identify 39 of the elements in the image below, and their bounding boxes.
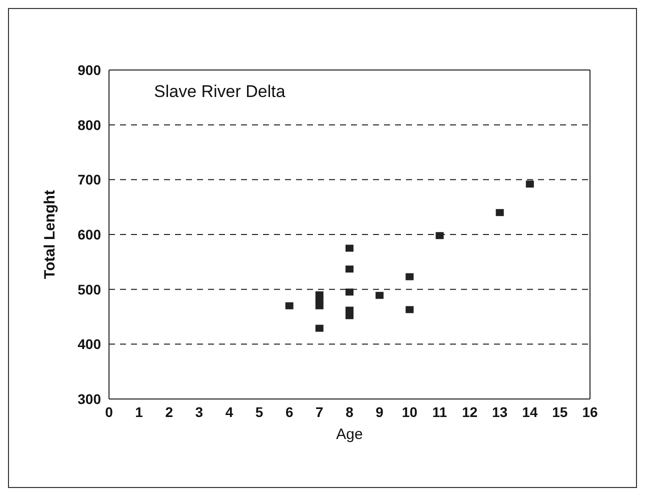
y-tick-label: 800 xyxy=(78,116,102,133)
x-tick-label: 1 xyxy=(135,404,144,420)
x-tick-label: 8 xyxy=(346,404,354,420)
x-tick-label: 9 xyxy=(376,404,384,420)
x-tick-label: 5 xyxy=(255,404,264,420)
x-tick-label: 2 xyxy=(165,404,174,420)
point xyxy=(376,292,384,299)
x-tick-label: 7 xyxy=(316,404,324,420)
point xyxy=(346,266,354,273)
point xyxy=(285,302,294,310)
x-tick-label: 13 xyxy=(492,404,508,420)
x-tick-label: 10 xyxy=(402,404,418,420)
x-tick-label: 4 xyxy=(225,404,234,420)
x-tick-label: 6 xyxy=(285,404,294,420)
point xyxy=(346,244,354,252)
point xyxy=(315,302,324,310)
y-tick-label: 500 xyxy=(78,281,102,298)
y-tick-label: 300 xyxy=(78,390,102,407)
x-tick-label: 12 xyxy=(462,404,478,420)
point xyxy=(315,324,324,332)
x-tick-label: 16 xyxy=(582,404,598,420)
y-tick-label: 600 xyxy=(78,226,102,242)
point xyxy=(406,273,414,280)
x-tick-label: 14 xyxy=(522,404,538,420)
point xyxy=(436,232,444,240)
y-tick-label: 900 xyxy=(78,62,102,78)
point xyxy=(346,288,354,296)
x-tick-label: 15 xyxy=(552,404,568,420)
text: Slave River Delta xyxy=(154,82,286,101)
y-axis-title: Total Lenght xyxy=(41,190,58,279)
x-tick-label: 3 xyxy=(195,404,204,420)
x-tick-label: 0 xyxy=(105,404,114,420)
point xyxy=(496,209,504,216)
y-tick-label: 400 xyxy=(78,336,102,352)
point xyxy=(526,180,534,188)
x-axis-title: Age xyxy=(336,426,363,443)
y-tick-label: 700 xyxy=(78,172,102,188)
x-tick-label: 11 xyxy=(432,404,448,420)
point xyxy=(406,306,414,314)
